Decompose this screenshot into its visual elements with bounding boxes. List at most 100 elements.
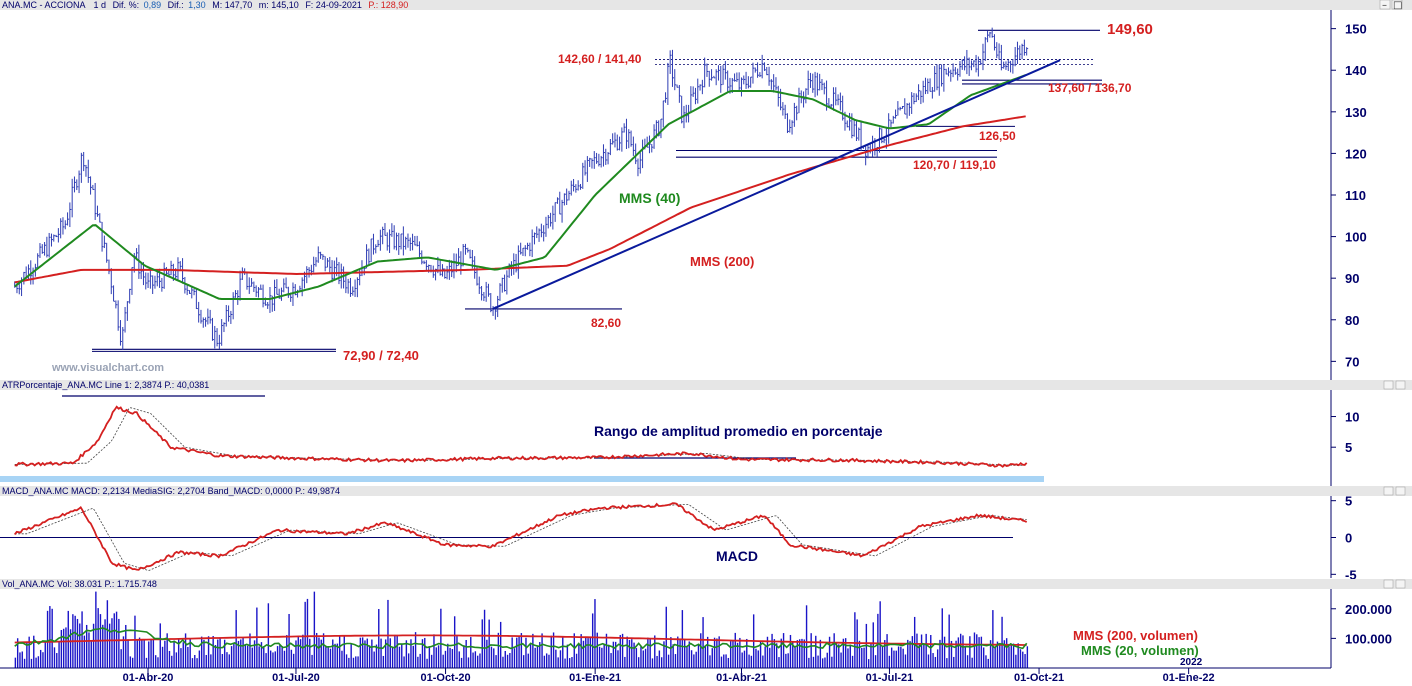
vol-minimize-button[interactable] [1383,579,1394,589]
volume-bar [863,647,865,668]
volume-bar [164,640,166,668]
volume-bar [769,647,771,668]
volume-bar [780,638,782,668]
volume-bar [451,649,454,668]
volume-bar [182,642,184,668]
volume-bar [874,655,877,668]
volume-bar [14,657,17,668]
volume-bar [92,623,95,668]
volume-bar [83,635,86,668]
minimize-button[interactable] [1379,0,1391,10]
volume-bar [803,639,805,668]
macd-line [13,502,1028,571]
volume-bar [642,650,644,668]
volume-bar [1003,640,1006,668]
volume-bar [350,642,352,668]
window-controls-main: – □ [1379,0,1403,11]
volume-bar [214,644,217,668]
volume-bar [939,639,941,668]
price-level-lines [92,29,1102,352]
volume-bar [1017,643,1019,668]
macd-maximize-button[interactable] [1395,486,1406,496]
volume-bar [957,637,960,668]
volume-bar [410,639,412,668]
volume-bar [433,634,435,668]
volume-bar [1026,646,1029,668]
vol-header-bar [0,579,1412,589]
volume-bar [58,642,60,668]
volume-bar [118,618,120,668]
volume-bar [141,639,143,668]
volume-bar [265,653,267,668]
label-137: 137,60 / 136,70 [1048,81,1132,95]
header-price: P.: 128,90 [368,0,408,10]
y-tick-label: 0 [1345,531,1352,546]
volume-bar [39,649,42,668]
volume-bar [309,638,311,668]
volume-bar [946,658,948,668]
volume-bar [253,640,256,668]
volume-bar [757,650,759,668]
volume-bar [840,652,842,668]
volume-bar [382,655,385,668]
volume-bar [401,644,403,668]
volume-bar [778,657,780,668]
volume-bar [495,655,497,668]
volume-bar [534,647,536,668]
x-tick-label: 01-Ene-21 [569,672,621,684]
label-142: 142,60 / 141,40 [558,52,642,66]
header-dif: 1,30 [188,0,206,10]
atr-y-axis: 5 10 [1331,410,1359,455]
vol-maximize-button[interactable] [1395,579,1406,589]
volume-bar [424,637,426,668]
volume-bar [509,653,511,668]
volume-bar [244,644,247,668]
volume-bar [138,637,141,668]
volume-bar [819,639,822,668]
volume-bar [191,658,194,668]
volume-bar [184,633,187,668]
volume-bar [594,599,596,668]
volume-bar [1012,643,1015,668]
volume-bar [930,635,932,668]
atr-maximize-button[interactable] [1395,380,1406,390]
volume-bar [741,652,743,668]
volume-bar [559,650,562,668]
header-ticker: ANA.MC - ACCIONA [2,0,86,10]
volume-bar [435,647,437,668]
volume-bar [313,591,316,668]
macd-minimize-button[interactable] [1383,486,1394,496]
volume-bar [196,658,198,668]
header-date: F: 24-09-2021 [305,0,362,10]
volume-bar [808,657,810,668]
volume-bar [394,634,396,668]
volume-bar [943,636,946,668]
volume-bar [336,643,339,668]
volume-bar [686,646,688,668]
volume-bars [14,591,1029,668]
volume-bar [881,646,884,668]
x-tick-label: 01-Jul-21 [866,672,914,684]
volume-bar [228,654,230,668]
volume-bar [918,644,920,668]
volume-bar [527,653,529,668]
atr-band [0,476,1044,482]
volume-bar [474,651,477,668]
volume-bar [380,638,382,668]
header-min: m: 145,10 [259,0,299,10]
volume-bar [246,645,249,668]
volume-bar [545,653,548,668]
volume-bar [327,646,329,668]
volume-bar [166,633,168,668]
volume-bar [732,640,734,668]
maximize-button[interactable] [1391,0,1403,10]
volume-bar [122,636,125,668]
volume-bar [649,638,651,668]
label-120: 120,70 / 119,10 [913,158,996,172]
volume-bar [260,642,263,668]
volume-bar [555,649,557,668]
atr-minimize-button[interactable] [1383,380,1394,390]
volume-bar [812,656,815,668]
volume-mms20-line [14,627,1028,650]
volume-bar [456,636,458,668]
